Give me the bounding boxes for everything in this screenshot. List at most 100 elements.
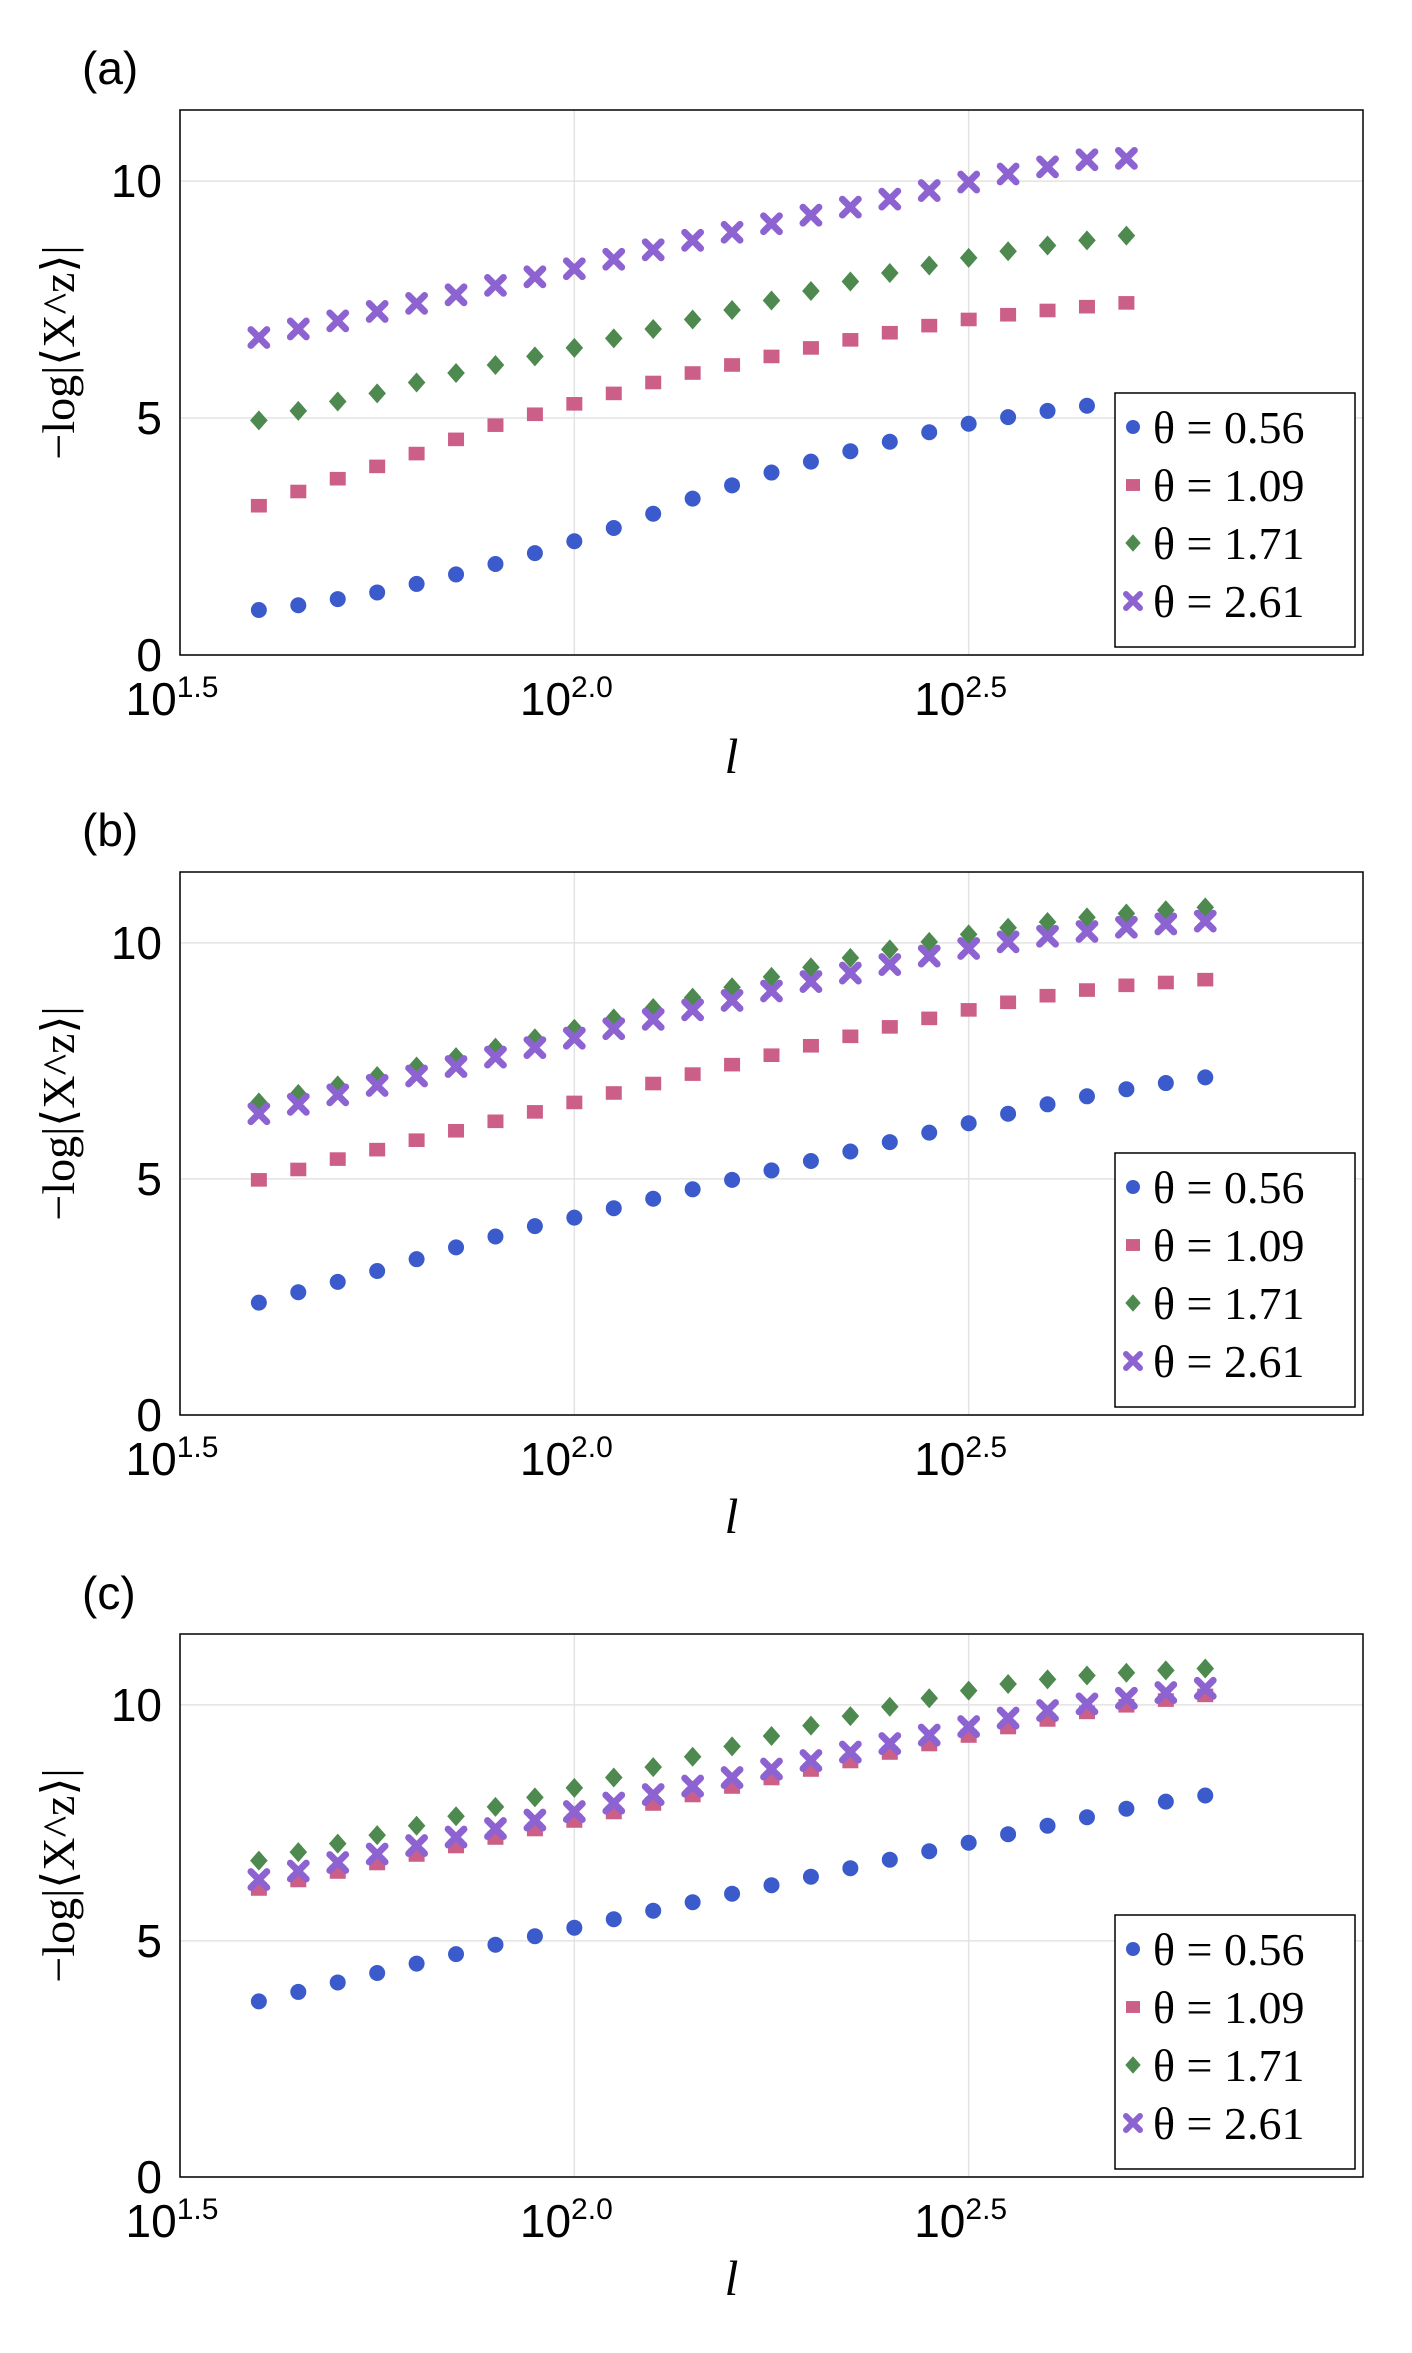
data-point (921, 318, 938, 333)
data-point (605, 1200, 622, 1217)
data-point (1197, 1787, 1214, 1804)
data-point (1154, 912, 1178, 936)
legend-label: θ = 1.09 (1153, 1220, 1304, 1271)
data-point (526, 407, 543, 422)
data-point (448, 566, 465, 583)
data-point (523, 1036, 547, 1060)
data-point (566, 1919, 583, 1936)
data-point (838, 1740, 862, 1764)
data-point (841, 271, 860, 292)
data-point (681, 998, 705, 1022)
legend-marker (1123, 1351, 1143, 1371)
data-point (644, 1757, 662, 1778)
data-point (763, 349, 780, 364)
chart-panel-c: (c) 101.5 102.0 102.5 0 5 10 l −log|⟨X^z⟩| θ = 0.… (33, 1567, 1364, 2306)
data-point (369, 1965, 386, 1982)
data-point (290, 1983, 307, 2000)
y-tick-label: 5 (136, 1915, 162, 1967)
data-point (487, 1228, 504, 1245)
data-point (605, 1086, 622, 1100)
data-point (878, 953, 902, 976)
series-x (247, 1676, 1217, 1891)
data-point (881, 1020, 898, 1034)
legend-label: θ = 1.71 (1153, 2040, 1304, 2091)
data-point (526, 1218, 543, 1235)
data-point (526, 1105, 543, 1119)
data-point (917, 944, 941, 968)
data-point (1118, 296, 1135, 310)
y-tick-label: 0 (136, 1389, 162, 1441)
data-point (644, 318, 662, 339)
series-diamond (250, 225, 1136, 431)
data-point (250, 410, 268, 431)
data-point (881, 325, 898, 340)
data-point (881, 433, 898, 450)
data-point (1117, 1662, 1136, 1683)
data-point (723, 299, 741, 320)
data-point (329, 471, 346, 486)
data-point (799, 1749, 823, 1772)
legend-label: θ = 2.61 (1153, 576, 1304, 627)
x-tick-label: 102.0 (520, 671, 613, 725)
legend-label: θ = 2.61 (1153, 2098, 1304, 2149)
data-point (604, 328, 623, 349)
panel-letter: (a) (82, 42, 138, 94)
data-point (645, 375, 662, 390)
data-point (999, 1674, 1017, 1695)
data-point (329, 1152, 346, 1166)
data-point (562, 257, 586, 281)
legend-label: θ = 0.56 (1153, 402, 1304, 453)
data-point (1078, 983, 1095, 997)
data-point (878, 1732, 902, 1755)
data-point (1193, 1676, 1217, 1700)
data-point (999, 241, 1017, 262)
data-point (960, 1834, 977, 1851)
data-point (1115, 146, 1138, 170)
data-point (328, 391, 347, 412)
data-point (286, 317, 310, 341)
legend-box (1114, 1152, 1356, 1408)
data-point (250, 498, 267, 513)
data-point (878, 187, 902, 211)
series-square (250, 972, 1214, 1187)
data-point (523, 265, 547, 289)
data-point (1039, 1817, 1056, 1834)
data-point (802, 281, 820, 302)
data-point (526, 545, 543, 562)
data-point (290, 1284, 307, 1301)
data-point (1039, 988, 1056, 1003)
legend: θ = 0.56 θ = 1.09 θ = 1.71 θ = 2.61 (1114, 392, 1356, 648)
data-point (724, 1171, 741, 1188)
data-point (996, 930, 1020, 954)
data-point (329, 1273, 346, 1290)
data-point (408, 575, 425, 592)
data-point (1038, 235, 1057, 256)
x-axis-label: l (725, 1488, 739, 1544)
data-point (763, 1048, 780, 1063)
data-point (1078, 230, 1096, 251)
legend-marker (1125, 1294, 1141, 1312)
data-point (917, 1723, 941, 1747)
data-point (408, 446, 425, 461)
x-tick-label: 102.5 (914, 671, 1007, 725)
data-point (842, 1860, 859, 1877)
data-point (1000, 409, 1017, 426)
data-point (724, 358, 741, 372)
data-point (881, 1851, 898, 1868)
series-x (247, 146, 1138, 349)
chart-panel-b: (b) 101.5 102.0 102.5 0 5 10 l −log|⟨X^z⟩| θ = 0.… (33, 804, 1364, 1544)
data-point (1117, 225, 1136, 246)
data-point (802, 957, 820, 978)
data-point (1196, 1658, 1215, 1679)
x-axis-label: l (725, 728, 739, 784)
data-point (802, 1152, 819, 1169)
data-point (487, 556, 504, 573)
data-point (760, 212, 783, 236)
data-point (881, 263, 899, 284)
data-point (1075, 1692, 1099, 1716)
data-point (1078, 397, 1095, 414)
data-point (842, 443, 859, 460)
legend-label: θ = 0.56 (1153, 1162, 1304, 1213)
data-point (562, 1800, 586, 1823)
data-point (289, 400, 308, 421)
